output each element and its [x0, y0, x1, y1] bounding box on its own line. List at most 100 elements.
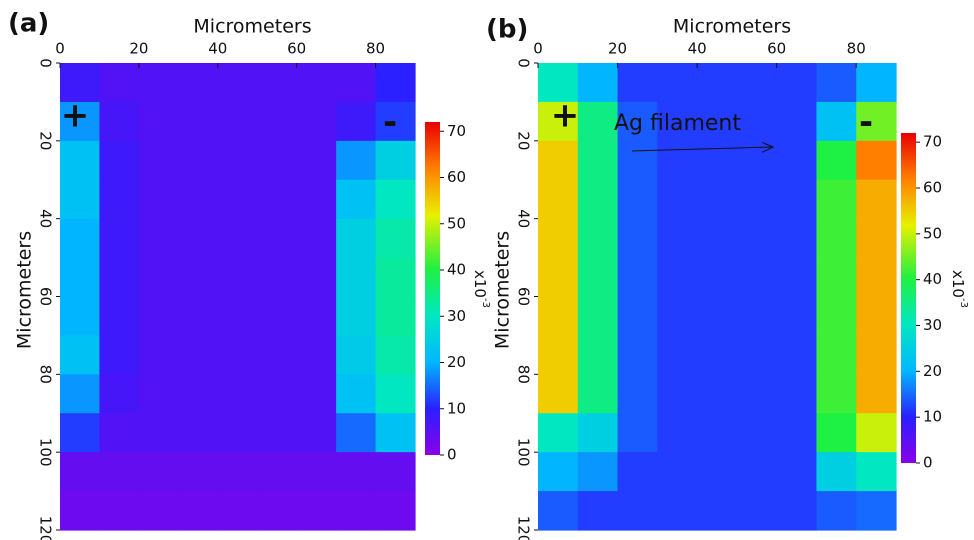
heat-cell	[736, 335, 778, 375]
heat-cell	[776, 101, 818, 142]
heat-cell	[375, 140, 416, 181]
colorbar-tick-label: 50	[923, 224, 942, 242]
x-tick-label: 20	[608, 40, 627, 58]
x-axis-title: Micrometers	[673, 16, 791, 38]
heat-cell	[99, 335, 140, 375]
heat-cell	[257, 413, 298, 453]
heat-cell	[60, 491, 101, 531]
colorbar-tick-label: 60	[923, 179, 942, 197]
y-tick-label: 20	[515, 131, 533, 150]
heat-cell	[617, 257, 658, 298]
x-tick-label: 60	[287, 40, 306, 58]
heat-cell	[178, 335, 219, 375]
heat-cell	[776, 374, 818, 414]
heat-cell	[375, 296, 416, 337]
heat-cell	[657, 452, 698, 492]
heat-cell	[697, 140, 738, 181]
heat-cell	[99, 101, 140, 142]
heat-cell	[257, 257, 298, 298]
heat-cell	[178, 491, 219, 531]
heat-cell	[538, 140, 579, 181]
heat-cell	[856, 296, 897, 337]
heat-cell	[856, 491, 897, 531]
heat-cell	[816, 296, 857, 337]
heat-cell	[336, 63, 377, 103]
heat-cell	[697, 413, 738, 453]
heat-cell	[736, 101, 778, 142]
heat-cell	[296, 101, 337, 142]
heat-cell	[296, 257, 337, 298]
heat-cell	[217, 452, 258, 492]
heat-cell	[257, 218, 298, 259]
colorbar-label-exponent: -3	[480, 298, 491, 308]
heat-cell	[138, 63, 179, 103]
heat-cell	[577, 140, 619, 181]
heat-cell	[99, 257, 140, 298]
x-tick-label: 0	[533, 40, 543, 58]
heat-cell	[217, 296, 258, 337]
heat-cell	[657, 491, 698, 531]
heat-cell	[60, 101, 101, 142]
heat-cell	[657, 218, 698, 259]
heat-cell	[178, 179, 219, 220]
heat-cell	[538, 101, 579, 142]
heat-cell	[178, 257, 219, 298]
heat-cell	[60, 140, 101, 181]
heat-cell	[375, 491, 416, 531]
heat-cell	[577, 413, 619, 453]
y-tick-label: 0	[515, 58, 533, 68]
heat-cell	[856, 335, 897, 375]
heat-cell	[657, 257, 698, 298]
heat-cell	[178, 63, 219, 103]
heat-cell	[217, 374, 258, 414]
heat-cell	[178, 140, 219, 181]
heat-cell	[217, 63, 258, 103]
heat-cell	[138, 179, 179, 220]
heat-cell	[697, 491, 738, 531]
colorbar-tick-label: 20	[923, 362, 942, 380]
colorbar-tick-label: 0	[447, 446, 457, 464]
heat-cell	[657, 140, 698, 181]
heat-cell	[617, 179, 658, 220]
heat-cell	[336, 257, 377, 298]
heat-cell	[816, 63, 857, 103]
colorbar	[901, 133, 916, 463]
y-tick-label: 80	[37, 365, 55, 384]
heat-cell	[617, 491, 658, 531]
heat-cell	[99, 413, 140, 453]
annotation: -	[383, 103, 397, 143]
heat-cell	[736, 491, 778, 531]
heat-cell	[776, 491, 818, 531]
heat-cell	[657, 179, 698, 220]
heat-cell	[538, 179, 579, 220]
colorbar-tick-label: 10	[923, 408, 942, 426]
heat-cell	[217, 140, 258, 181]
heat-cell	[60, 374, 101, 414]
heat-cell	[60, 296, 101, 337]
y-tick-label: 20	[37, 131, 55, 150]
colorbar-label-base: x10	[950, 270, 968, 298]
heat-cell	[856, 413, 897, 453]
heat-cell	[617, 452, 658, 492]
heat-cell	[577, 335, 619, 375]
heat-cell	[736, 296, 778, 337]
heat-cell	[217, 335, 258, 375]
heat-cell	[577, 179, 619, 220]
panel-label: (b)	[486, 15, 528, 45]
heat-cell	[577, 257, 619, 298]
heat-cell	[617, 374, 658, 414]
heat-cell	[178, 452, 219, 492]
heat-cell	[257, 63, 298, 103]
heat-cell	[736, 218, 778, 259]
colorbar-tick-label: 0	[923, 454, 933, 472]
heat-cell	[99, 179, 140, 220]
heat-cell	[336, 179, 377, 220]
y-tick-label: 60	[515, 287, 533, 306]
heat-cell	[697, 296, 738, 337]
heat-cell	[617, 63, 658, 103]
heat-cell	[856, 452, 897, 492]
heat-cell	[296, 296, 337, 337]
heat-cell	[336, 491, 377, 531]
heat-cell	[538, 413, 579, 453]
